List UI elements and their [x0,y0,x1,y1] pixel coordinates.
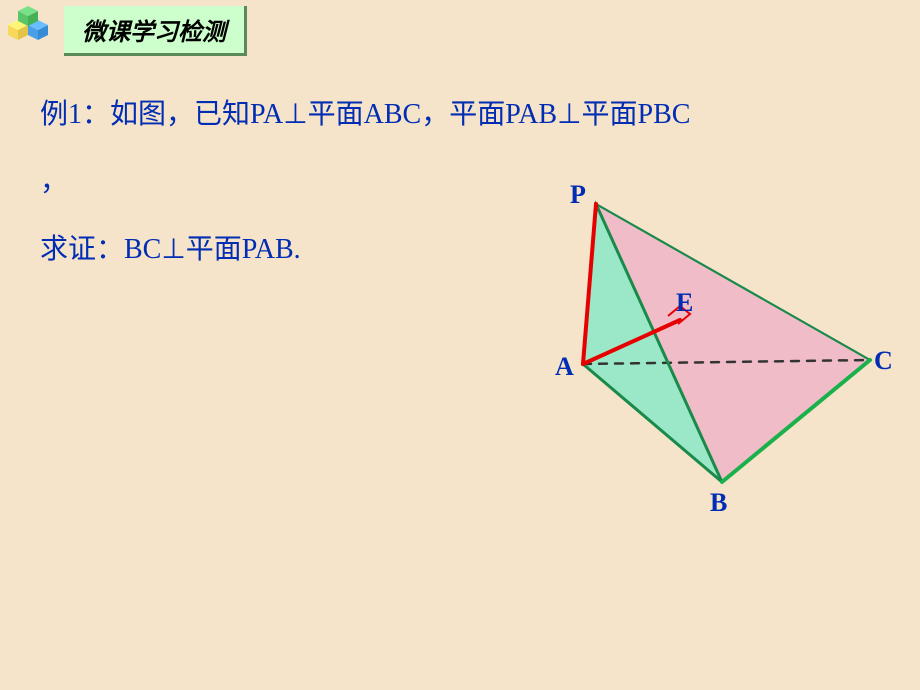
text-fragment: 例1：如图，已知PA [40,99,283,130]
vertex-label-B: B [710,488,727,518]
text-fragment: 平面ABC，平面PAB [308,99,557,130]
header-title: 微课学习检测 [64,6,247,56]
perp-symbol: ⊥ [283,98,307,129]
problem-line-1: 例1：如图，已知PA⊥平面ABC，平面PAB⊥平面PBC [40,80,800,148]
vertex-label-P: P [570,180,586,210]
cubes-icon [0,0,60,50]
geometry-diagram: PABCE [500,180,900,510]
vertex-label-A: A [555,352,574,382]
perp-symbol: ⊥ [161,233,185,264]
text-fragment: 平面PBC [582,99,691,130]
text-fragment: 求证：BC [40,234,161,265]
header-row: 微课学习检测 [0,0,247,56]
vertex-label-C: C [874,346,893,376]
diagram-svg [500,180,900,510]
vertex-label-E: E [676,288,693,318]
perp-symbol: ⊥ [557,98,581,129]
text-fragment: 平面PAB. [186,234,301,265]
